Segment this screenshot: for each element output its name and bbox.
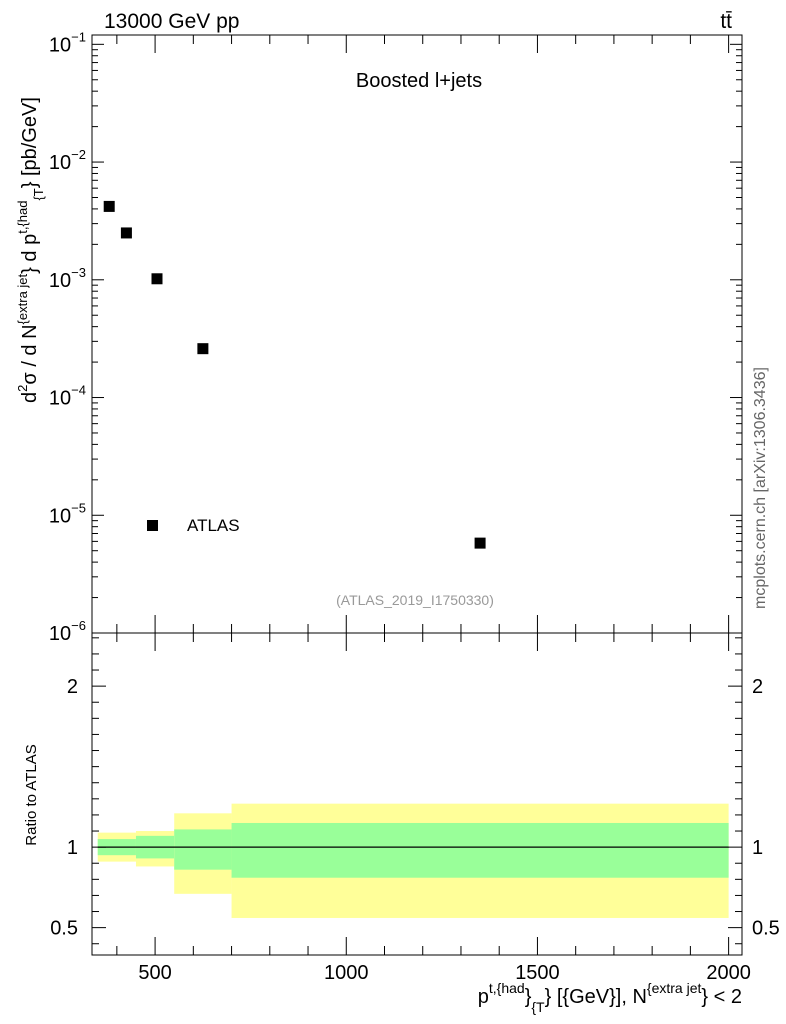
main-y-axis-label: d2σ / d N{extra jet} d pt,{had{T} [pb/Ge… [15,97,46,403]
header-process-label: tt̄ [720,10,732,33]
ratio-bands [97,803,729,918]
ratio-y-tick-label-right: 1 [752,837,763,859]
analysis-reference: (ATLAS_2019_I1750330) [336,592,494,608]
main-y-tick-label: 10−4 [49,383,86,410]
main-title: Boosted l+jets [356,70,482,92]
data-point [120,227,132,239]
ratio-y-tick-label-right: 2 [752,676,763,698]
legend-label: ATLAS [187,516,240,535]
ratio-y-tick-label-right: 0.5 [752,918,780,940]
ratio-y-tick-label: 1 [67,837,78,859]
data-point [474,537,486,549]
ratio-y-tick-label: 2 [67,676,78,698]
header-energy-label: 13000 GeV pp [104,10,239,33]
ratio-panel-frame [91,632,743,956]
ratio-x-axis: 500 1000 1500 2000 [116,633,751,984]
data-point [103,200,115,212]
ratio-y-tick-label: 0.5 [50,918,78,940]
main-y-tick-label: 10−2 [49,147,86,174]
ratio-inner-band [231,822,729,878]
main-x-axis-ticks [116,35,730,633]
x-tick-label: 1500 [515,962,560,984]
side-source-label: mcplots.cern.ch [arXiv:1306.3436] [752,367,769,609]
ratio-panel: 0.5 0.5 1 1 2 2 500 1000 1500 2000 Ratio to ATLA… [23,632,780,1015]
data-points [103,200,486,549]
x-tick-label: 1000 [324,962,369,984]
data-point [151,273,163,285]
data-point [197,343,209,355]
main-y-tick-label: 10−3 [49,265,86,292]
main-panel-frame [91,34,743,634]
main-y-tick-label: 10−5 [49,500,86,527]
legend-marker [147,520,158,531]
main-panel: 10−610−510−410−310−210−1 Boosted l+jets … [15,29,743,645]
main-y-tick-label: 10−6 [49,618,86,645]
x-axis-label: pt,{had}{T} [{GeV}], N{extra jet} < 2 [478,980,742,1015]
main-y-axis: 10−6 10−5 10−4 10−3 10−2 10−1 [49,29,742,645]
ratio-inner-band [174,829,232,870]
ratio-y-axis: 0.5 0.5 1 1 2 2 [50,637,780,945]
x-tick-label: 2000 [706,962,751,984]
ratio-y-axis-label: Ratio to ATLAS [23,744,40,845]
x-tick-label: 500 [138,962,171,984]
main-y-tick-label: 10−1 [49,29,86,56]
